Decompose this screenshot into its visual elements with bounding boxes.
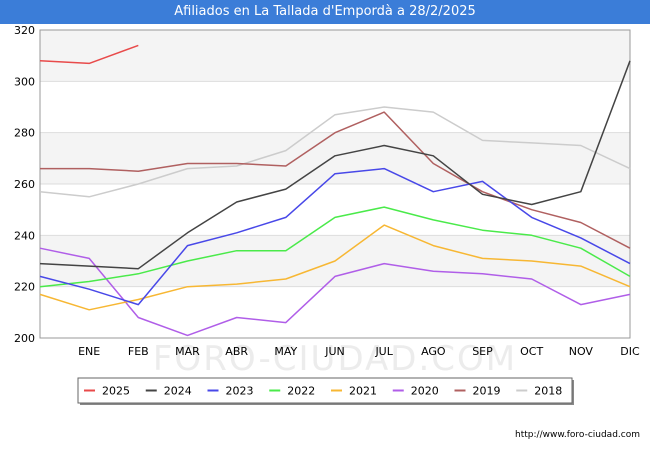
legend-label-2020: 2020 [411,385,439,398]
grid-band [40,132,630,184]
y-tick-label: 200 [14,332,35,345]
x-tick-label: ENE [78,345,100,358]
y-tick-label: 320 [14,24,35,37]
x-tick-label: MAY [274,345,297,358]
x-tick-label: JUN [324,345,345,358]
series-line-2018 [39,106,631,198]
x-tick-label: SEP [472,345,493,358]
legend-label-2022: 2022 [287,385,315,398]
title-bar: Afiliados en La Tallada d'Empordà a 28/2… [0,0,650,24]
x-tick-label: AGO [421,345,446,358]
x-tick-label: ABR [225,345,248,358]
plot-frame [39,29,631,339]
legend-label-2024: 2024 [164,385,192,398]
series-line-2025 [39,44,139,65]
legend-label-2025: 2025 [102,385,130,398]
x-tick-label: NOV [569,345,594,358]
grid-band [40,30,630,82]
legend-label-2021: 2021 [349,385,377,398]
legend-label-2023: 2023 [226,385,254,398]
x-tick-label: OCT [520,345,543,358]
x-tick-label: FEB [128,345,149,358]
y-tick-label: 220 [14,281,35,294]
series-line-2020 [39,247,631,337]
y-tick-label: 260 [14,178,35,191]
watermark: FORO-CIUDAD.COM [153,339,517,379]
legend-box [77,377,573,404]
series-line-2019 [40,111,631,249]
series-line-2022 [39,206,631,288]
legend-label-2019: 2019 [473,385,501,398]
series-line-2024 [39,60,631,270]
x-tick-label: MAR [175,345,200,358]
series-line-2023 [39,167,631,306]
y-tick-label: 240 [14,229,35,242]
y-tick-label: 280 [14,127,35,140]
y-tick-label: 300 [14,75,35,88]
legend-label-2018: 2018 [534,385,562,398]
x-tick-label: JUL [374,345,393,358]
source-url: http://www.foro-ciudad.com [515,430,640,440]
chart-title: Afiliados en La Tallada d'Empordà a 28/2… [174,4,476,19]
x-tick-label: DIC [620,345,640,358]
series-line-2021 [39,224,631,311]
